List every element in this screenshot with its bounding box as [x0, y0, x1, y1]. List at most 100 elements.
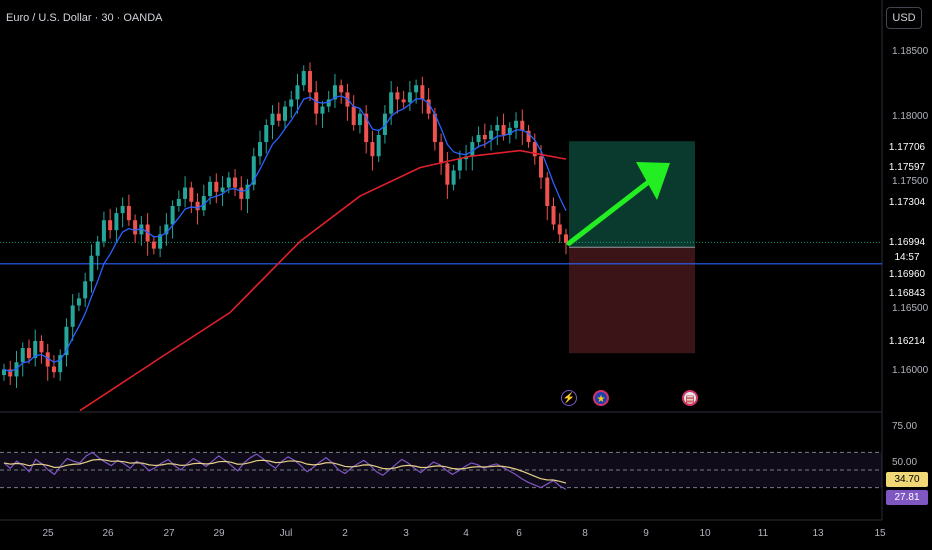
price-tick: 1.18000	[892, 111, 929, 122]
candle-body	[545, 177, 550, 206]
ma-200-price-tag: 1.17597	[888, 162, 926, 173]
date-tick: 27	[163, 528, 175, 539]
eu-flag-icon[interactable]: ★	[593, 390, 609, 406]
candle-body	[158, 234, 163, 249]
candle-body	[2, 369, 6, 376]
candle-body	[239, 187, 244, 199]
candle-body	[76, 298, 81, 306]
rsi-line	[3, 451, 567, 490]
candle-body	[401, 99, 406, 103]
date-tick: 8	[582, 528, 588, 539]
candle-body	[133, 220, 138, 235]
candle-body	[420, 85, 425, 100]
ma-fast-line	[3, 95, 567, 373]
candle-body	[539, 156, 544, 178]
candle-body	[51, 366, 56, 373]
bar-countdown-tag: 14:57	[894, 252, 920, 263]
candle-body	[451, 170, 456, 185]
candle-body	[564, 234, 568, 243]
dividend-lightning-icon[interactable]: ⚡	[561, 390, 577, 406]
candle-body	[208, 181, 213, 197]
rsi-tick: 50.00	[892, 457, 918, 468]
candle-body	[183, 187, 188, 199]
date-tick: 29	[213, 528, 225, 539]
candle-body	[551, 206, 556, 225]
date-tick: 10	[699, 528, 711, 539]
candle-body	[176, 198, 181, 206]
candle-body	[283, 106, 287, 121]
candle-body	[520, 120, 525, 131]
date-tick: 26	[102, 528, 114, 539]
candle-body	[95, 241, 100, 256]
candle-body	[320, 106, 325, 114]
candle-body	[370, 142, 375, 157]
rsi-value-tag: 27.81	[886, 490, 928, 505]
rsi-signal-tag: 34.70	[886, 472, 928, 487]
candle-body	[389, 92, 394, 114]
candle-body	[476, 134, 481, 143]
candle-body	[139, 224, 144, 235]
ma-20-price-tag: 1.17304	[888, 197, 926, 208]
candle-body	[507, 127, 512, 135]
date-tick: 11	[757, 528, 769, 539]
candle-body	[251, 156, 256, 185]
candle-body	[58, 355, 63, 373]
candle-body	[295, 85, 300, 100]
currency-button[interactable]: USD	[886, 7, 922, 29]
date-tick: 25	[42, 528, 54, 539]
candle-body	[351, 106, 356, 126]
candle-body	[557, 224, 562, 235]
candle-body	[126, 206, 131, 221]
price-tick: 1.16500	[892, 303, 929, 314]
candle-body	[407, 92, 412, 103]
candle-body	[482, 134, 487, 140]
candle-body	[83, 281, 88, 299]
take-profit-price-tag: 1.17706	[888, 142, 926, 153]
candle-body	[33, 340, 38, 359]
candle-body	[301, 71, 306, 86]
candle-body	[214, 181, 219, 192]
candle-body	[526, 130, 531, 143]
symbol-title[interactable]: Euro / U.S. Dollar · 30 · OANDA	[6, 12, 163, 24]
candle-body	[195, 201, 200, 211]
candle-body	[395, 92, 400, 100]
candle-body	[339, 85, 344, 93]
candle-body	[170, 206, 175, 225]
candle-body	[70, 305, 75, 327]
candle-body	[258, 142, 263, 157]
date-tick: 9	[643, 528, 649, 539]
candle-body	[164, 224, 169, 235]
candle-body	[120, 206, 125, 214]
candle-body	[495, 125, 500, 131]
candle-body	[332, 85, 337, 100]
candle-body	[439, 142, 444, 164]
date-tick: 13	[812, 528, 824, 539]
date-tick: 15	[874, 528, 886, 539]
candle-body	[226, 177, 231, 188]
candle-body	[357, 113, 362, 126]
date-tick: 3	[403, 528, 409, 539]
ma-slow-line	[79, 149, 567, 412]
candle-body	[45, 352, 50, 367]
us-flag-icon[interactable]: ▤	[682, 390, 698, 406]
candle-body	[445, 163, 450, 185]
entry-price-tag: 1.16960	[888, 269, 926, 280]
candle-body	[101, 220, 106, 242]
candle-body	[201, 196, 206, 211]
candle-body	[108, 220, 113, 231]
candle-body	[20, 348, 25, 363]
projection-arrow-head	[636, 162, 670, 200]
candle-body	[432, 113, 437, 143]
candle-body	[382, 113, 387, 135]
candle-body	[264, 125, 269, 143]
candle-body	[64, 326, 69, 356]
candle-body	[364, 113, 369, 143]
candle-body	[26, 348, 31, 359]
candle-body	[376, 134, 381, 157]
date-tick: 2	[342, 528, 348, 539]
rsi-tick: 75.00	[892, 421, 918, 432]
candle-body	[457, 159, 462, 171]
stop-loss-price-tag: 1.16214	[888, 336, 926, 347]
